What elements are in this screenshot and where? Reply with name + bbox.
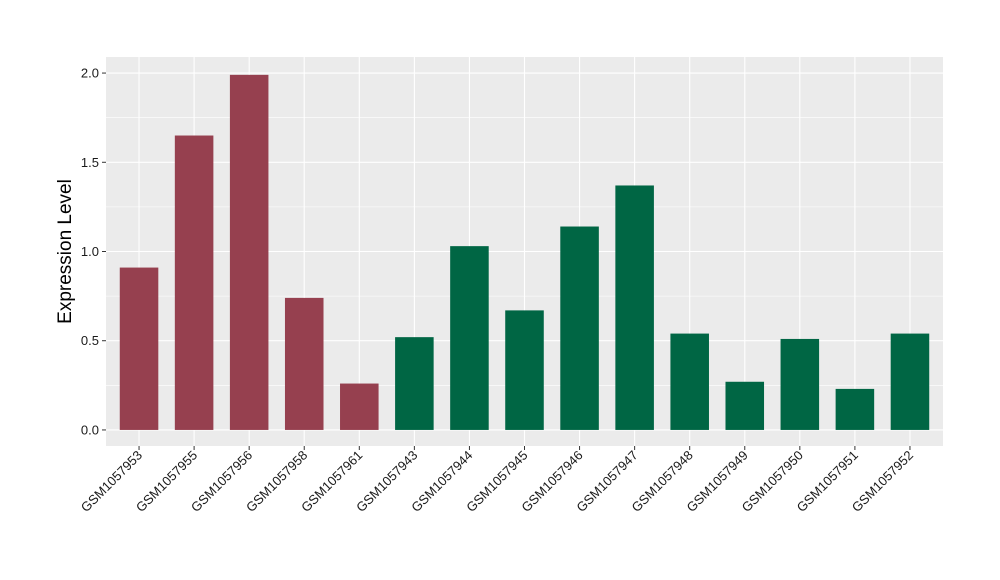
y-axis: 0.0 0.5 1.0 1.5 2.0 (81, 66, 106, 437)
bars (119, 74, 930, 430)
bar-GSM1057956 (229, 74, 269, 430)
bar-GSM1057958 (284, 297, 324, 430)
bar-GSM1057953 (119, 267, 159, 430)
bar-GSM1057947 (615, 185, 654, 430)
bar-GSM1057952 (890, 333, 930, 430)
bar-GSM1057949 (725, 381, 765, 430)
bar-GSM1057951 (835, 388, 875, 430)
y-tick-label: 1.5 (81, 155, 99, 170)
bar-GSM1057943 (395, 337, 434, 430)
y-tick-label: 0.5 (81, 333, 99, 348)
bar-GSM1057950 (780, 338, 820, 430)
bar-GSM1057961 (340, 383, 379, 430)
bar-GSM1057945 (505, 310, 544, 430)
bar-GSM1057944 (450, 246, 489, 430)
y-tick-label: 1.0 (81, 244, 99, 259)
x-axis: GSM1057953GSM1057955GSM1057956GSM1057958… (78, 446, 916, 515)
bar-GSM1057946 (560, 226, 599, 430)
bar-GSM1057955 (174, 135, 214, 430)
y-tick-label: 0.0 (81, 422, 99, 437)
bar-GSM1057948 (670, 333, 709, 430)
y-tick-label: 2.0 (81, 66, 99, 81)
y-axis-title: Expression Level (55, 179, 76, 324)
